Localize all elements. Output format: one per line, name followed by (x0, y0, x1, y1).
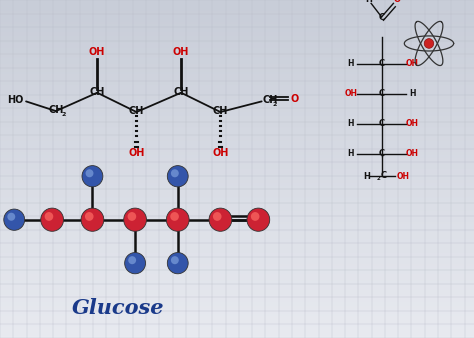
Circle shape (85, 169, 93, 177)
Text: OH: OH (173, 47, 189, 57)
Circle shape (85, 212, 93, 221)
Circle shape (81, 208, 104, 231)
Text: H: H (347, 119, 354, 128)
Circle shape (45, 212, 53, 221)
Circle shape (125, 252, 146, 274)
Text: CH: CH (173, 87, 189, 97)
Text: 2: 2 (61, 112, 66, 117)
Circle shape (171, 256, 179, 264)
Circle shape (209, 208, 232, 231)
Circle shape (4, 209, 25, 230)
Circle shape (171, 169, 179, 177)
Text: OH: OH (396, 172, 410, 181)
Circle shape (213, 212, 221, 221)
Circle shape (251, 212, 259, 221)
Text: H: H (363, 172, 370, 181)
Circle shape (128, 212, 136, 221)
Text: C: C (379, 149, 384, 158)
Circle shape (124, 208, 146, 231)
Text: OH: OH (344, 89, 357, 98)
Text: 2: 2 (377, 176, 381, 181)
Text: OH: OH (406, 149, 419, 158)
Circle shape (166, 208, 189, 231)
Circle shape (167, 166, 188, 187)
Circle shape (170, 212, 179, 221)
Circle shape (41, 208, 64, 231)
Text: OH: OH (406, 59, 419, 68)
Text: OH: OH (406, 119, 419, 128)
Text: CH: CH (90, 87, 105, 97)
Circle shape (247, 208, 270, 231)
Text: C: C (379, 119, 384, 128)
Circle shape (128, 256, 136, 264)
Text: OH: OH (89, 47, 105, 57)
Text: C: C (379, 89, 384, 98)
Text: C: C (379, 14, 384, 22)
Text: 2: 2 (272, 102, 277, 107)
Text: CH: CH (48, 105, 64, 115)
Text: H: H (365, 0, 372, 4)
Text: HO: HO (7, 95, 24, 105)
Text: H: H (409, 89, 416, 98)
Text: CH: CH (129, 106, 144, 116)
Text: C: C (379, 59, 384, 68)
Text: OH: OH (128, 148, 145, 158)
Text: CH: CH (213, 106, 228, 116)
Text: H: H (347, 149, 354, 158)
Text: CH: CH (263, 95, 278, 105)
Circle shape (7, 213, 15, 221)
Circle shape (82, 166, 103, 187)
Circle shape (424, 39, 434, 48)
Text: H: H (347, 59, 354, 68)
Circle shape (167, 252, 188, 274)
Text: O: O (393, 0, 400, 4)
Text: C: C (381, 171, 386, 180)
Text: OH: OH (212, 148, 228, 158)
Text: O: O (291, 94, 299, 103)
Text: Glucose: Glucose (72, 298, 165, 318)
